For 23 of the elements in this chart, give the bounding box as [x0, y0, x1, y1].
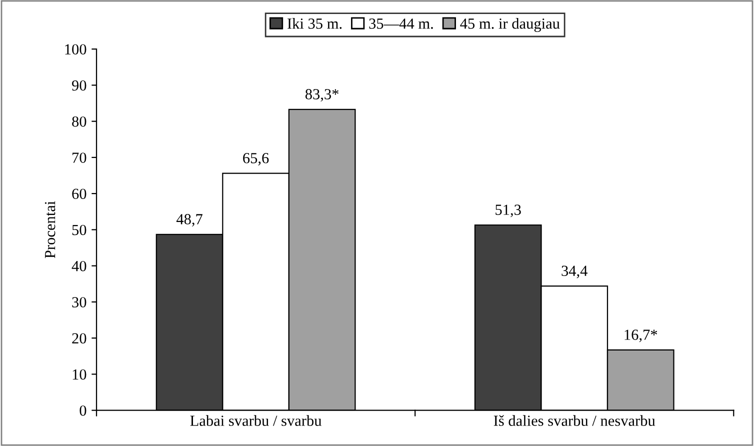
y-tick-label: 20: [72, 333, 86, 344]
y-tick-label: 80: [72, 116, 86, 127]
data-label: 51,3: [496, 204, 521, 218]
y-tick-label: 100: [65, 44, 86, 55]
data-label: 83,3*: [305, 89, 339, 102]
y-axis-title: Procentai: [44, 201, 56, 258]
legend-label: 45 m. ir daugiau: [460, 18, 560, 32]
legend-label: 35—44 m.: [369, 18, 433, 29]
data-label: 65,6: [243, 153, 269, 166]
y-tick-label: 90: [72, 80, 86, 91]
y-tick-label: 30: [72, 297, 86, 308]
y-tick-label: 0: [80, 405, 86, 416]
x-tick-label: Labai svarbu / svarbu: [190, 415, 322, 426]
y-tick-label: 40: [72, 260, 86, 272]
y-tick-label: 10: [72, 369, 86, 380]
x-tick-label: Iš dalies svarbu / nesvarbu: [494, 415, 656, 426]
data-label: 48,7: [176, 214, 202, 227]
data-label: 34,4: [562, 266, 588, 278]
y-tick-label: 60: [72, 188, 86, 200]
y-tick-label: 70: [72, 152, 86, 163]
y-tick-label: 50: [72, 224, 86, 236]
legend-label: Iki 35 m.: [288, 18, 342, 29]
data-label: 16,7*: [624, 330, 658, 342]
